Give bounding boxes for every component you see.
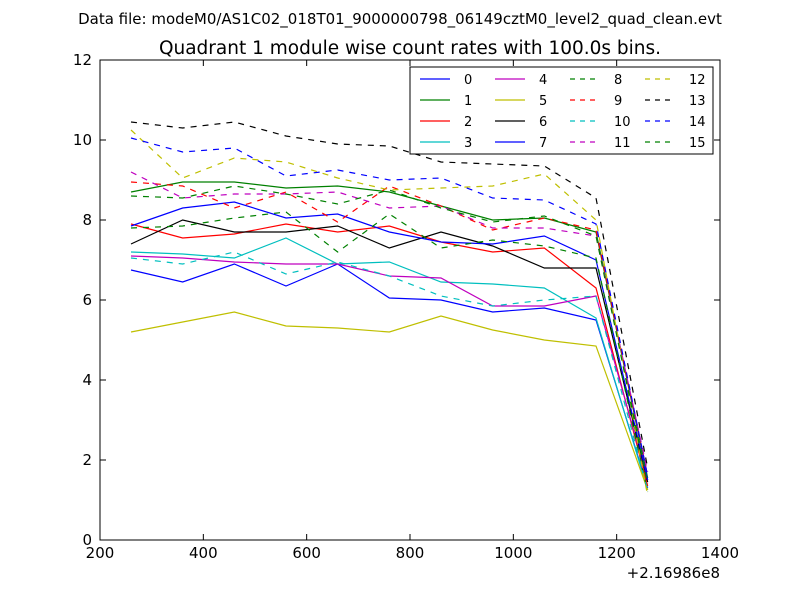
series-line-8 — [130, 211, 649, 493]
series-line-10 — [130, 251, 649, 491]
legend-label-2: 2 — [464, 115, 472, 130]
legend-label-1: 1 — [464, 94, 472, 109]
series-line-7 — [130, 201, 649, 481]
y-tick-label: 0 — [82, 531, 92, 549]
x-tick-label: 1400 — [701, 544, 739, 562]
legend-label-6: 6 — [539, 115, 547, 130]
legend-label-8: 8 — [614, 73, 622, 88]
series-line-3 — [130, 237, 649, 491]
legend-label-11: 11 — [614, 136, 631, 151]
series-line-6 — [130, 219, 649, 483]
x-offset-label: +2.16986e8 — [627, 564, 720, 582]
chart-title: Quadrant 1 module wise count rates with … — [159, 38, 661, 59]
x-tick-label: 800 — [396, 544, 425, 562]
x-tick-label: 1000 — [494, 544, 532, 562]
legend-frame — [409, 66, 714, 155]
series-line-15 — [130, 185, 649, 485]
series-line-9 — [130, 181, 649, 477]
x-tick-label: 200 — [86, 544, 115, 562]
series-line-5 — [130, 311, 649, 491]
y-tick-label: 8 — [82, 211, 92, 229]
figure-suptitle: Data file: modeM0/AS1C02_018T01_90000007… — [78, 10, 722, 29]
series-line-1 — [130, 181, 649, 479]
series-line-12 — [130, 129, 649, 497]
x-tick-label: 1200 — [598, 544, 636, 562]
x-tick-label: 400 — [189, 544, 218, 562]
y-tick-label: 6 — [82, 291, 92, 309]
legend-label-4: 4 — [539, 73, 547, 88]
x-tick-label: 600 — [292, 544, 321, 562]
series-line-11 — [130, 171, 649, 473]
y-tick-label: 4 — [82, 371, 92, 389]
legend-label-13: 13 — [689, 94, 706, 109]
y-tick-label: 12 — [73, 51, 92, 69]
legend-label-12: 12 — [689, 73, 706, 88]
legend-label-10: 10 — [614, 115, 631, 130]
legend-label-5: 5 — [539, 94, 547, 109]
legend-label-0: 0 — [464, 73, 472, 88]
y-tick-label: 10 — [73, 131, 92, 149]
legend-label-9: 9 — [614, 94, 622, 109]
legend-label-3: 3 — [464, 136, 472, 151]
series-line-13 — [130, 121, 649, 469]
legend-label-14: 14 — [689, 115, 706, 130]
series-line-4 — [130, 255, 649, 481]
y-tick-label: 2 — [82, 451, 92, 469]
series-line-14 — [130, 137, 649, 477]
legend-label-7: 7 — [539, 136, 547, 151]
series-line-0 — [130, 263, 649, 489]
series-line-2 — [130, 223, 649, 487]
legend-label-15: 15 — [689, 136, 706, 151]
